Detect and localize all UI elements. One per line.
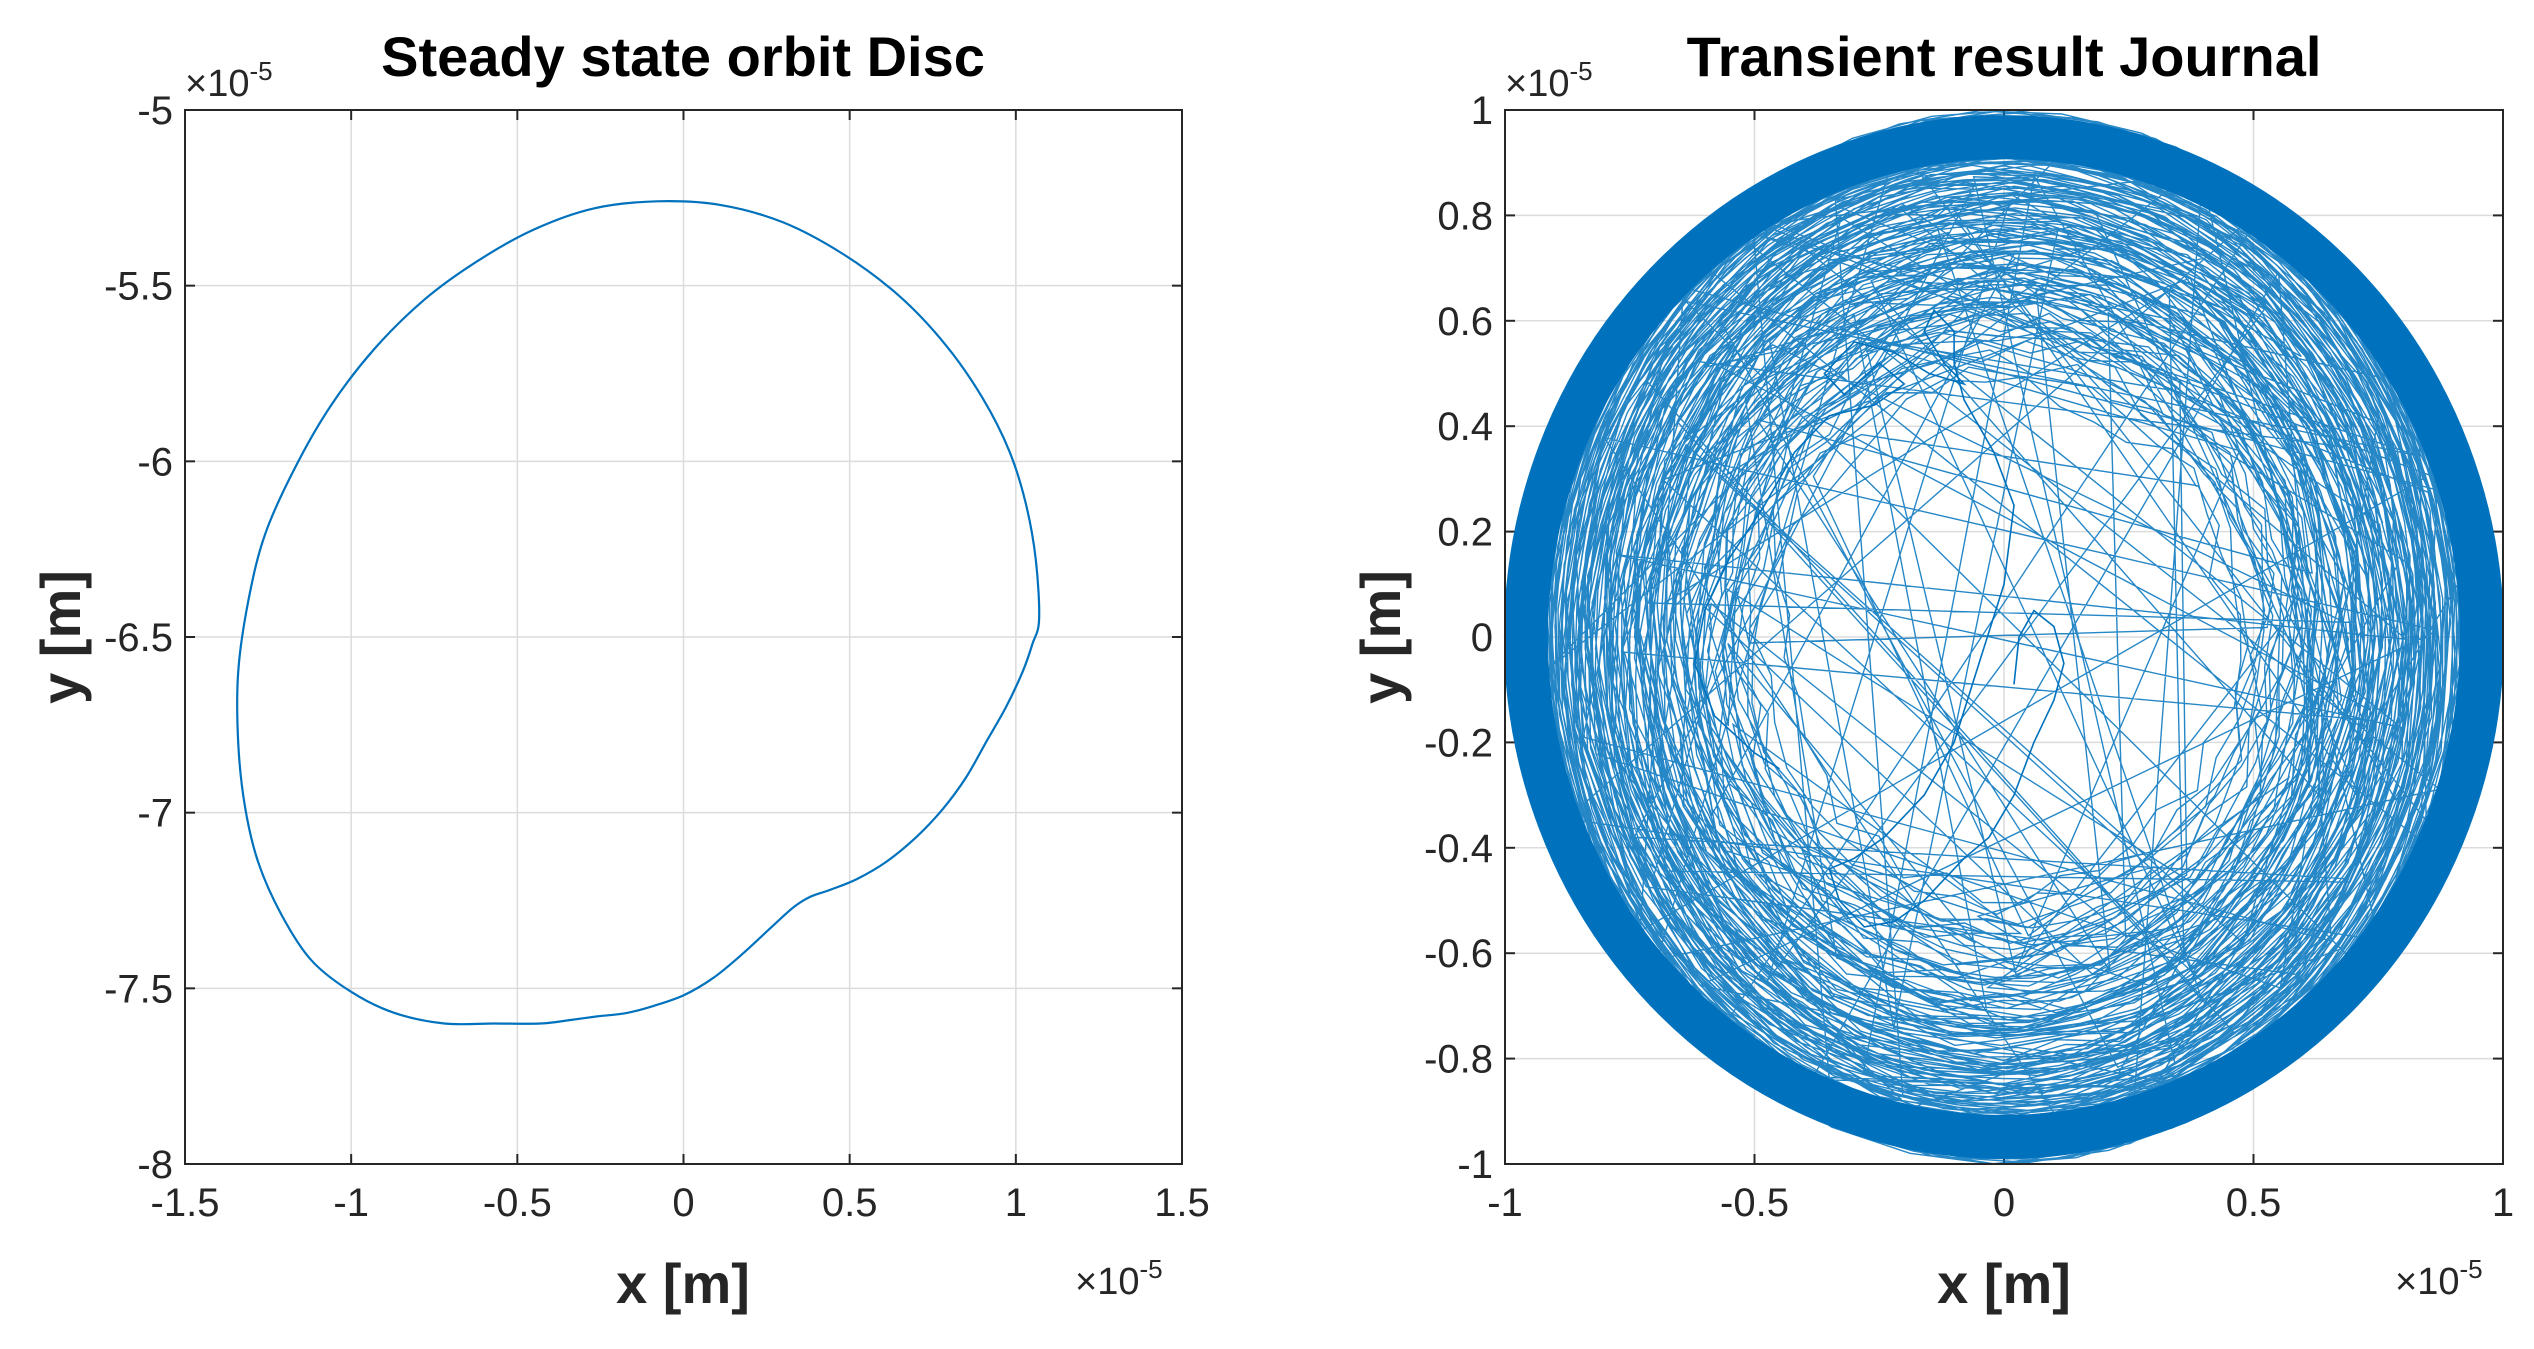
- x-tick-label: 0.5: [822, 1181, 878, 1225]
- x-tick-label: -1.5: [151, 1181, 220, 1225]
- x-tick-label: 1: [1005, 1181, 1027, 1225]
- x-tick-label: -0.5: [1720, 1181, 1789, 1225]
- y-tick-labels: -8 -7.5 -7 -6.5 -6 -5.5 -5: [104, 89, 173, 1187]
- y-axis-label: y [m]: [1349, 570, 1412, 704]
- y-tick-label: 0.6: [1437, 300, 1493, 344]
- y-tick-label: 0.2: [1437, 511, 1493, 555]
- x-exponent-power: -5: [1139, 1254, 1162, 1284]
- chart-title: Transient result Journal: [1687, 25, 2322, 88]
- y-exponent-label: ×10-5: [185, 56, 273, 105]
- y-tick-label: -7.5: [104, 967, 173, 1011]
- y-tick-label: -1: [1457, 1143, 1493, 1187]
- chart-title: Steady state orbit Disc: [381, 25, 985, 88]
- x-exponent-label: ×10-5: [2395, 1254, 2483, 1303]
- x-exponent-base: ×10: [2395, 1261, 2459, 1303]
- orbit-line: [236, 200, 1041, 1026]
- x-exponent-base: ×10: [1075, 1261, 1139, 1303]
- y-tick-labels: -1 -0.8 -0.6 -0.4 -0.2 0 0.2 0.4 0.6 0.8 1: [1424, 89, 1493, 1187]
- x-tick-labels: -1 -0.5 0 0.5 1: [1487, 1181, 2514, 1225]
- y-tick-label: 0.8: [1437, 194, 1493, 238]
- y-exponent-power: -5: [249, 56, 272, 86]
- chart-transient-result: -1 -0.5 0 0.5 1 -1 -0.8 -0.6 -0.4 -0.2 0 0.2 0.4 0.6…: [1349, 25, 2514, 1315]
- y-tick-label: -0.2: [1424, 721, 1493, 765]
- steady-ring: [1503, 115, 2505, 1159]
- x-tick-label: 1.5: [1154, 1181, 1210, 1225]
- y-tick-label: -6.5: [104, 616, 173, 660]
- y-tick-label: -0.8: [1424, 1038, 1493, 1082]
- plot-area-border: [1504, 109, 2504, 1165]
- x-tick-labels: -1.5 -1 -0.5 0 0.5 1 1.5: [151, 1181, 1210, 1225]
- transient-loops: [1534, 109, 2474, 1165]
- x-tick-label: -0.5: [483, 1181, 552, 1225]
- y-tick-label: 0: [1471, 616, 1493, 660]
- series-group: [236, 200, 1041, 1026]
- x-exponent-power: -5: [2459, 1254, 2482, 1284]
- x-axis-label: x [m]: [616, 1252, 750, 1315]
- y-tick-label: -6: [137, 440, 173, 484]
- y-exponent-base: ×10: [1505, 63, 1569, 105]
- y-tick-label: -7: [137, 792, 173, 836]
- y-tick-label: -0.6: [1424, 932, 1493, 976]
- x-tick-label: 0: [672, 1181, 694, 1225]
- y-exponent-base: ×10: [185, 63, 249, 105]
- y-exponent-power: -5: [1569, 56, 1592, 86]
- y-exponent-label: ×10-5: [1505, 56, 1593, 105]
- x-tick-label: 0.5: [2226, 1181, 2282, 1225]
- y-tick-label: 1: [1471, 89, 1493, 133]
- x-tick-label: 1: [2492, 1181, 2514, 1225]
- x-tick-label: -1: [1487, 1181, 1523, 1225]
- y-tick-label: -5.5: [104, 265, 173, 309]
- y-tick-label: -5: [137, 89, 173, 133]
- y-tick-label: -8: [137, 1143, 173, 1187]
- series-group: [1503, 109, 2505, 1165]
- x-tick-label: -1: [333, 1181, 369, 1225]
- chart-steady-state-orbit: -1.5 -1 -0.5 0 0.5 1 1.5 -8-7.5-7-6.5-6-5.5-5 …: [29, 25, 1210, 1315]
- y-tick-label: -0.4: [1424, 827, 1493, 871]
- x-axis-label: x [m]: [1937, 1252, 2071, 1315]
- x-exponent-label: ×10-5: [1075, 1254, 1163, 1303]
- plot-area-border: [184, 109, 1183, 1165]
- x-tick-label: 0: [1993, 1181, 2015, 1225]
- y-tick-label: 0.4: [1437, 405, 1493, 449]
- y-axis-label: y [m]: [29, 570, 92, 704]
